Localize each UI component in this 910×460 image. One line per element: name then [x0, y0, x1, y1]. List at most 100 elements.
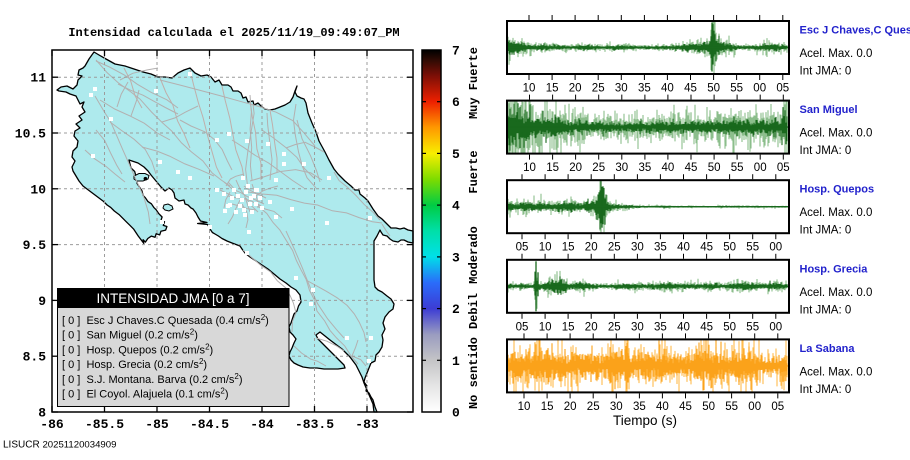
- svg-text:8.5: 8.5: [23, 350, 47, 365]
- svg-text:[ 0 ] Hosp. Grecia (0.2 cm/s2: [ 0 ] Hosp. Grecia (0.2 cm/s2): [62, 357, 207, 372]
- svg-text:8: 8: [38, 406, 46, 421]
- svg-text:05: 05: [777, 162, 790, 174]
- svg-text:-85.5: -85.5: [85, 417, 124, 432]
- svg-text:10: 10: [539, 321, 552, 333]
- svg-text:30: 30: [615, 162, 628, 174]
- svg-text:50: 50: [707, 83, 720, 95]
- svg-text:[ 0 ] S.J. Montana. Barva (0.: [ 0 ] S.J. Montana. Barva (0.2 cm/s2): [62, 371, 243, 386]
- svg-text:55: 55: [746, 242, 759, 254]
- svg-text:25: 25: [608, 321, 621, 333]
- svg-text:10: 10: [523, 83, 536, 95]
- svg-text:40: 40: [677, 242, 690, 254]
- svg-text:50: 50: [702, 401, 715, 413]
- svg-text:35: 35: [633, 401, 646, 413]
- svg-text:20: 20: [585, 321, 598, 333]
- svg-text:20: 20: [564, 401, 577, 413]
- svg-text:LISUCR 20251120034909: LISUCR 20251120034909: [3, 440, 116, 451]
- svg-text:Int JMA: 0: Int JMA: 0: [800, 384, 852, 396]
- svg-text:Acel. Max. 0.0: Acel. Max. 0.0: [800, 366, 873, 378]
- svg-text:05: 05: [516, 242, 529, 254]
- svg-text:40: 40: [677, 321, 690, 333]
- svg-text:50: 50: [723, 321, 736, 333]
- svg-text:9: 9: [38, 294, 46, 309]
- svg-text:55: 55: [731, 162, 744, 174]
- svg-text:-84.5: -84.5: [190, 417, 229, 432]
- svg-text:45: 45: [700, 242, 713, 254]
- svg-text:-86: -86: [40, 417, 64, 432]
- svg-text:30: 30: [610, 401, 623, 413]
- svg-text:40: 40: [662, 162, 675, 174]
- svg-text:[ 0 ] El Coyol. Alajuela (0.1: [ 0 ] El Coyol. Alajuela (0.1 cm/s2): [62, 386, 228, 401]
- svg-text:-83.5: -83.5: [295, 417, 334, 432]
- svg-text:00: 00: [754, 162, 767, 174]
- svg-text:10.5: 10.5: [15, 127, 46, 142]
- svg-text:Muy Fuerte: Muy Fuerte: [467, 47, 481, 119]
- svg-text:-83: -83: [355, 417, 379, 432]
- svg-text:10: 10: [523, 162, 536, 174]
- svg-text:15: 15: [562, 321, 575, 333]
- svg-text:30: 30: [631, 321, 644, 333]
- svg-text:00: 00: [753, 83, 766, 95]
- svg-text:10: 10: [518, 401, 531, 413]
- svg-text:35: 35: [654, 242, 667, 254]
- svg-text:5: 5: [452, 147, 460, 162]
- svg-text:15: 15: [541, 401, 554, 413]
- svg-text:45: 45: [685, 162, 698, 174]
- svg-text:6: 6: [452, 95, 460, 110]
- svg-text:1: 1: [452, 354, 460, 369]
- svg-text:40: 40: [661, 83, 674, 95]
- svg-text:05: 05: [516, 321, 529, 333]
- svg-text:55: 55: [725, 401, 738, 413]
- svg-text:25: 25: [592, 83, 605, 95]
- svg-text:40: 40: [656, 401, 669, 413]
- svg-text:05: 05: [771, 401, 784, 413]
- svg-text:0: 0: [452, 406, 460, 421]
- svg-text:Acel. Max. 0.0: Acel. Max. 0.0: [800, 48, 873, 60]
- svg-text:Moderado: Moderado: [467, 226, 481, 284]
- svg-text:Hosp. Quepos: Hosp. Quepos: [800, 184, 875, 196]
- svg-text:20: 20: [569, 83, 582, 95]
- svg-text:3: 3: [452, 250, 460, 265]
- svg-text:25: 25: [592, 162, 605, 174]
- svg-text:05: 05: [776, 83, 789, 95]
- svg-text:55: 55: [746, 321, 759, 333]
- svg-text:Debil: Debil: [467, 293, 481, 329]
- svg-text:Esc J Chaves,C Quesada: Esc J Chaves,C Quesada: [800, 25, 910, 37]
- svg-text:00: 00: [748, 401, 761, 413]
- svg-text:2: 2: [452, 302, 460, 317]
- svg-text:Hosp. Grecia: Hosp. Grecia: [800, 263, 869, 275]
- svg-text:Acel. Max. 0.0: Acel. Max. 0.0: [800, 128, 873, 140]
- svg-text:35: 35: [639, 162, 652, 174]
- svg-text:15: 15: [562, 242, 575, 254]
- svg-text:50: 50: [708, 162, 721, 174]
- svg-text:Int JMA: 0: Int JMA: 0: [800, 145, 852, 157]
- svg-text:[ 0 ] Hosp. Quepos (0.2 cm/s2: [ 0 ] Hosp. Quepos (0.2 cm/s2): [62, 342, 213, 357]
- svg-text:00: 00: [769, 321, 782, 333]
- svg-text:15: 15: [546, 83, 559, 95]
- svg-text:Fuerte: Fuerte: [467, 150, 481, 193]
- svg-text:Acel. Max. 0.0: Acel. Max. 0.0: [800, 207, 873, 219]
- svg-text:35: 35: [654, 321, 667, 333]
- svg-text:7: 7: [452, 44, 460, 59]
- svg-text:Int JMA: 0: Int JMA: 0: [800, 304, 852, 316]
- svg-text:15: 15: [546, 162, 559, 174]
- svg-text:45: 45: [700, 321, 713, 333]
- svg-text:[ 0 ] San Miguel (0.2 cm/s2): [ 0 ] San Miguel (0.2 cm/s2): [62, 327, 198, 342]
- svg-text:45: 45: [679, 401, 692, 413]
- svg-text:Int JMA: 0: Int JMA: 0: [800, 66, 852, 78]
- svg-text:55: 55: [730, 83, 743, 95]
- svg-text:-85: -85: [145, 417, 169, 432]
- svg-text:Acel. Max. 0.0: Acel. Max. 0.0: [800, 287, 873, 299]
- svg-text:10: 10: [539, 242, 552, 254]
- svg-text:INTENSIDAD JMA [0 a 7]: INTENSIDAD JMA [0 a 7]: [96, 291, 249, 306]
- svg-text:00: 00: [769, 242, 782, 254]
- svg-text:Tiempo (s): Tiempo (s): [613, 413, 677, 428]
- svg-text:35: 35: [638, 83, 651, 95]
- svg-text:25: 25: [587, 401, 600, 413]
- svg-text:11: 11: [30, 71, 46, 86]
- svg-text:50: 50: [723, 242, 736, 254]
- svg-text:45: 45: [684, 83, 697, 95]
- svg-text:San Miguel: San Miguel: [800, 104, 858, 116]
- svg-text:30: 30: [615, 83, 628, 95]
- svg-text:-84: -84: [250, 417, 274, 432]
